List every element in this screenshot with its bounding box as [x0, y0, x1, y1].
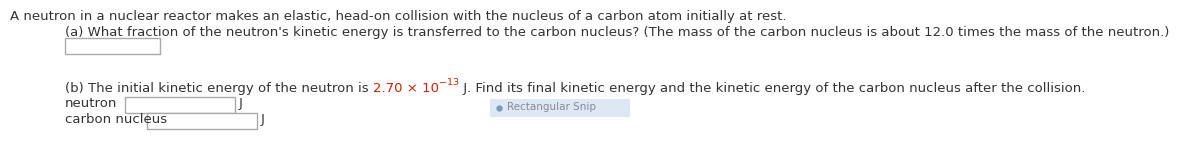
Text: 2.70 × 10: 2.70 × 10: [373, 82, 439, 95]
Text: J: J: [262, 113, 265, 126]
Text: (b) The initial kinetic energy of the neutron is: (b) The initial kinetic energy of the ne…: [65, 82, 373, 95]
Text: carbon nucleus: carbon nucleus: [65, 113, 167, 126]
Text: (a) What fraction of the neutron's kinetic energy is transferred to the carbon n: (a) What fraction of the neutron's kinet…: [65, 26, 1169, 39]
Text: J. Find its final kinetic energy and the kinetic energy of the carbon nucleus af: J. Find its final kinetic energy and the…: [458, 82, 1085, 95]
FancyBboxPatch shape: [490, 99, 630, 117]
FancyBboxPatch shape: [65, 38, 160, 54]
Text: Rectangular Snip: Rectangular Snip: [508, 102, 596, 112]
Text: −13: −13: [439, 78, 458, 87]
Text: A neutron in a nuclear reactor makes an elastic, head-on collision with the nucl: A neutron in a nuclear reactor makes an …: [10, 10, 786, 23]
Text: J: J: [239, 97, 242, 110]
FancyBboxPatch shape: [148, 113, 257, 129]
Text: neutron: neutron: [65, 97, 118, 110]
FancyBboxPatch shape: [125, 97, 235, 113]
